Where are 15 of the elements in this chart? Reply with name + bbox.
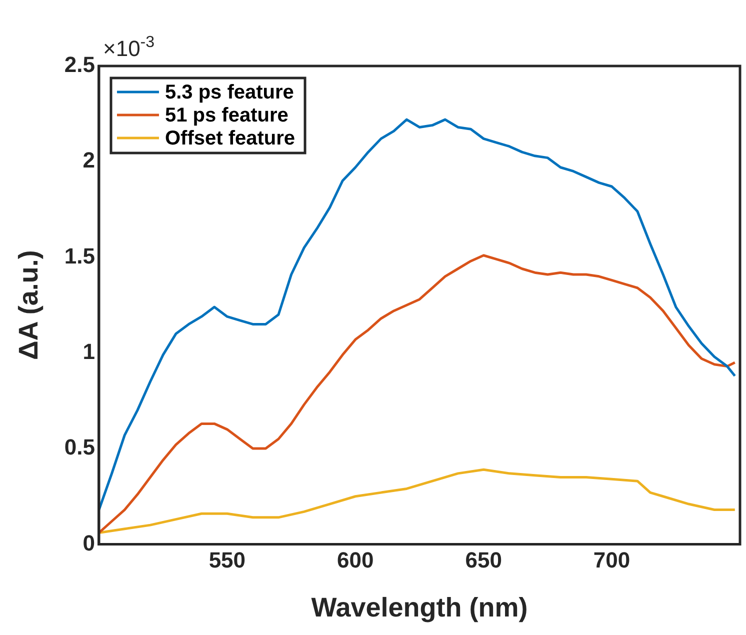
legend-label: Offset feature bbox=[164, 128, 296, 150]
x-tick-label: 700 bbox=[593, 547, 630, 572]
x-tick-label: 650 bbox=[465, 547, 502, 572]
x-tick-label: 600 bbox=[337, 547, 374, 572]
y-tick-label: 0 bbox=[82, 530, 95, 556]
y-tick-label: 2.5 bbox=[64, 52, 95, 78]
y-axis-title: ΔA (a.u.) bbox=[14, 250, 44, 360]
y-tick-label: 0.5 bbox=[64, 434, 95, 460]
y-tick-label: 1 bbox=[82, 338, 95, 364]
y-tick-label: 1.5 bbox=[64, 243, 95, 268]
y-tick-label: 2 bbox=[82, 148, 95, 173]
legend-label: 5.3 ps feature bbox=[164, 82, 294, 104]
x-axis-title: Wavelength (nm) bbox=[311, 592, 528, 622]
x-tick-label: 550 bbox=[208, 547, 246, 572]
legend-label: 51 ps feature bbox=[164, 104, 288, 127]
